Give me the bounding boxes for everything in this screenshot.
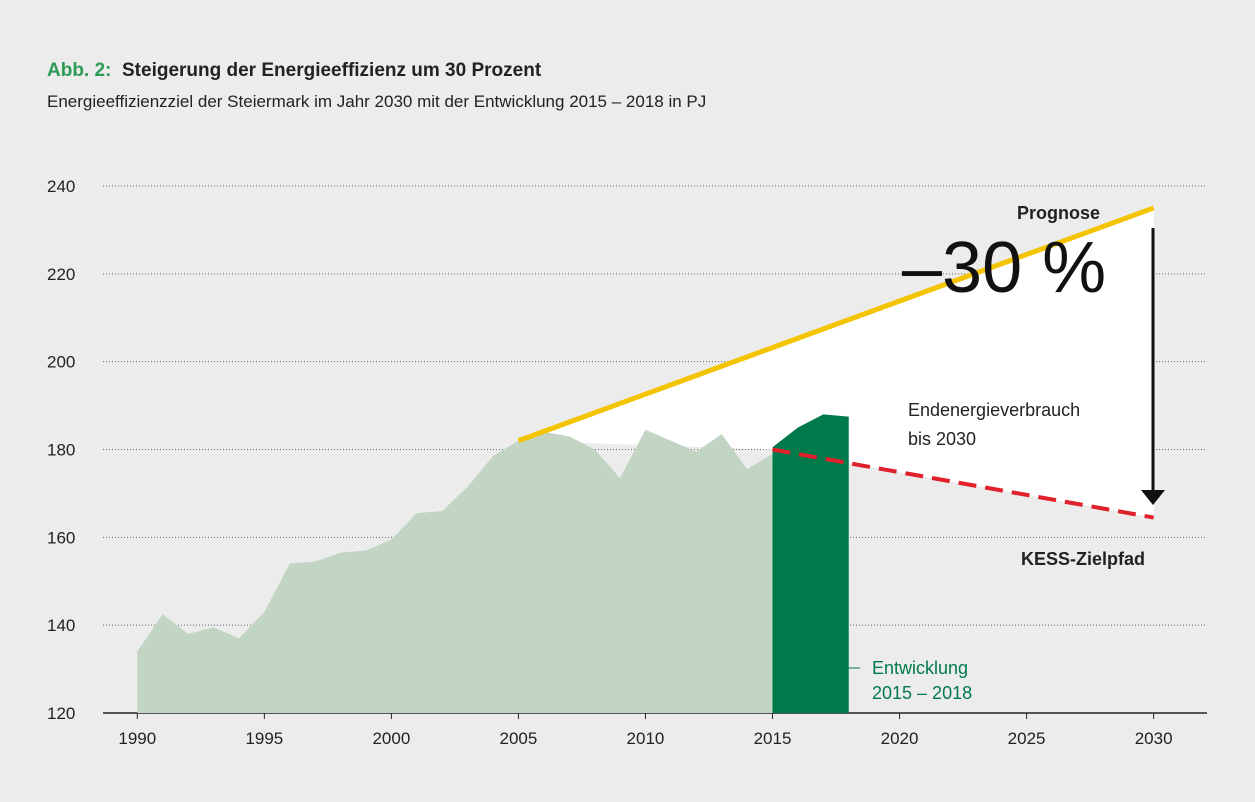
- series-label: Entwicklung: [872, 658, 968, 678]
- series-label: 2015 – 2018: [872, 683, 972, 703]
- y-tick-label: 120: [47, 704, 75, 723]
- area: [137, 429, 773, 713]
- x-tick-label: 2010: [627, 729, 665, 748]
- y-tick-label: 180: [47, 441, 75, 460]
- x-tick-label: 2020: [881, 729, 919, 748]
- x-tick-label: 2030: [1135, 729, 1173, 748]
- x-tick-label: 1990: [118, 729, 156, 748]
- y-tick-label: 200: [47, 353, 75, 372]
- x-tick-label: 2015: [754, 729, 792, 748]
- arrow-head: [1141, 490, 1165, 505]
- series-label: KESS-Zielpfad: [1021, 549, 1145, 569]
- title-prefix: Abb. 2:: [47, 60, 111, 81]
- chart-title: Steigerung der Energieeffizienz um 30 Pr…: [122, 60, 542, 81]
- area: [772, 414, 849, 713]
- annotation-line: bis 2030: [908, 429, 976, 449]
- y-tick-label: 240: [47, 177, 75, 196]
- line: [517, 205, 1155, 444]
- y-tick-label: 140: [47, 616, 75, 635]
- y-tick-label: 160: [47, 528, 75, 547]
- annotation-line: Endenergieverbrauch: [908, 400, 1080, 420]
- chart-subtitle: Energieeffizienzziel der Steiermark im J…: [47, 92, 706, 111]
- x-tick-label: 2025: [1008, 729, 1046, 748]
- annotation-big: –30 %: [902, 228, 1106, 308]
- x-tick-label: 2005: [500, 729, 538, 748]
- line: [772, 447, 1154, 520]
- series-label: Prognose: [1017, 203, 1100, 223]
- x-tick-label: 1995: [245, 729, 283, 748]
- y-tick-label: 220: [47, 265, 75, 284]
- target-gap: [518, 207, 1154, 518]
- x-tick-label: 2000: [372, 729, 410, 748]
